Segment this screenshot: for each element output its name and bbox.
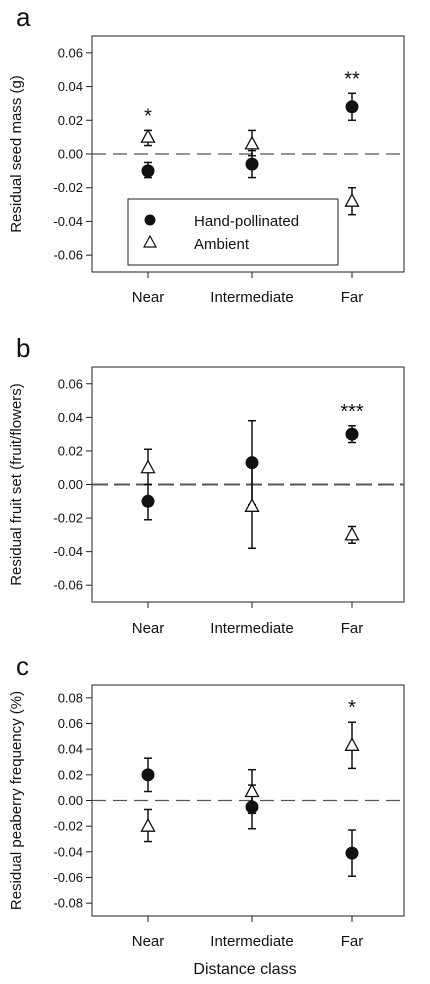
y-tick-label: 0.02 xyxy=(58,113,83,128)
ambient-point xyxy=(140,459,156,474)
panels: a 0.06 0.04 0.02 0.00 -0.02 -0.04 -0.06 Near Inte… xyxy=(8,2,405,950)
ambient-point xyxy=(244,783,260,798)
y-tick-label: 0.06 xyxy=(58,376,83,391)
panel-letter: b xyxy=(16,333,30,363)
x-tick-label: Intermediate xyxy=(210,289,293,306)
x-tick-label: Near xyxy=(132,289,165,306)
y-axis-label: Residual seed mass (g) xyxy=(8,75,25,233)
x-axis-title: Distance class xyxy=(193,961,296,978)
y-tick-label: 0.00 xyxy=(58,147,83,162)
x-tick-label: Near xyxy=(132,620,165,637)
y-tick-label: 0.04 xyxy=(58,742,83,757)
x-tick-label: Near xyxy=(132,933,165,950)
legend: Hand-pollinated Ambient xyxy=(127,198,339,266)
ambient-point xyxy=(140,817,156,832)
x-tick-label: Intermediate xyxy=(210,933,293,950)
legend-hand-pollinated-marker xyxy=(144,214,156,226)
y-tick-label: -0.06 xyxy=(53,578,83,593)
hand-pollinated-point xyxy=(141,494,155,508)
y-tick-label: -0.02 xyxy=(53,819,83,834)
x-tick-label: Intermediate xyxy=(210,620,293,637)
y-tick-label: 0.06 xyxy=(58,716,83,731)
legend-ambient-label: Ambient xyxy=(194,236,250,253)
legend-ambient-marker xyxy=(142,234,158,248)
hand-pollinated-point xyxy=(141,164,155,178)
significance-marker: * xyxy=(144,105,152,127)
ambient-point xyxy=(244,497,260,512)
panel-b: b 0.06 0.04 0.02 0.00 -0.02 -0.04 -0.06 Near Inte… xyxy=(8,333,405,637)
y-tick-label: -0.04 xyxy=(53,544,83,559)
panel-letter: a xyxy=(16,2,31,32)
y-tick-label: -0.02 xyxy=(53,180,83,195)
significance-marker: ** xyxy=(344,68,360,90)
y-tick-label: -0.04 xyxy=(53,214,83,229)
y-tick-label: 0.04 xyxy=(58,410,83,425)
panel-a: a 0.06 0.04 0.02 0.00 -0.02 -0.04 -0.06 Near Inte… xyxy=(8,2,405,306)
x-tick-label: Far xyxy=(341,933,364,950)
y-tick-label: 0.04 xyxy=(58,79,83,94)
y-tick-label: 0.02 xyxy=(58,767,83,782)
x-tick-label: Far xyxy=(341,620,364,637)
panel-letter: c xyxy=(16,651,29,681)
ambient-point xyxy=(344,192,360,207)
ambient-point xyxy=(344,526,360,541)
hand-pollinated-point xyxy=(345,427,359,441)
ambient-point xyxy=(244,135,260,150)
y-tick-label: -0.06 xyxy=(53,870,83,885)
y-tick-label: -0.02 xyxy=(53,511,83,526)
y-tick-label: -0.06 xyxy=(53,248,83,263)
legend-box xyxy=(127,198,339,266)
y-tick-label: 0.02 xyxy=(58,443,83,458)
legend-hand-pollinated-label: Hand-pollinated xyxy=(194,213,299,230)
y-tick-label: 0.08 xyxy=(58,690,83,705)
significance-marker: * xyxy=(348,697,356,719)
panel-c: c 0.08 0.06 0.04 0.02 0.00 -0.02 -0.04 -0.06 -0.0… xyxy=(8,651,405,950)
significance-marker: *** xyxy=(340,401,364,423)
x-tick-label: Far xyxy=(341,289,364,306)
hand-pollinated-point xyxy=(345,846,359,860)
y-tick-label: 0.00 xyxy=(58,793,83,808)
hand-pollinated-point xyxy=(141,768,155,782)
ambient-point xyxy=(140,128,156,143)
y-tick-label: -0.08 xyxy=(53,896,83,911)
hand-pollinated-point xyxy=(245,157,259,171)
y-tick-label: 0.06 xyxy=(58,45,83,60)
ambient-point xyxy=(344,736,360,751)
y-axis-label: Residual fruit set (fruit/flowers) xyxy=(8,383,25,586)
y-axis-label: Residual peaberry frequency (%) xyxy=(8,691,25,910)
hand-pollinated-point xyxy=(345,100,359,114)
y-tick-label: 0.00 xyxy=(58,477,83,492)
y-tick-label: -0.04 xyxy=(53,844,83,859)
